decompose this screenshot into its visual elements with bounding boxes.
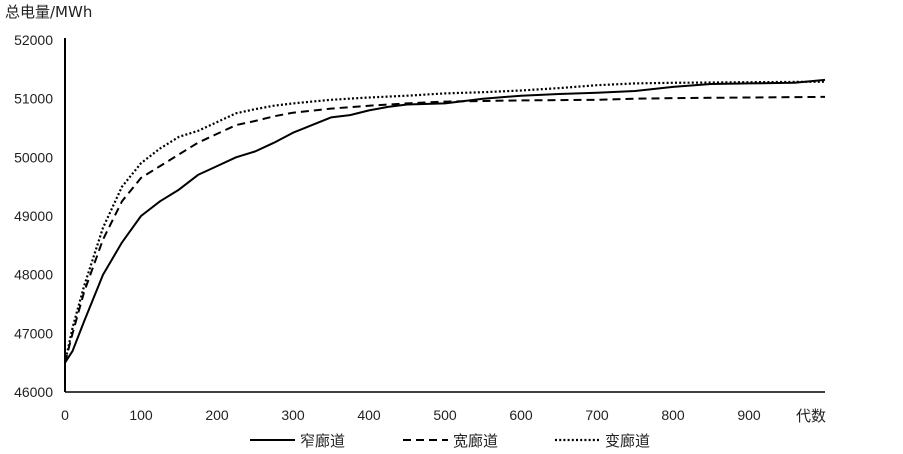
series-line-2 [64,95,826,363]
series-layer [63,78,826,364]
y-tick-label: 51000 [14,91,53,107]
x-tick-label: 200 [205,407,229,423]
legend-label-2: 宽廊道 [453,432,498,450]
y-tick-label: 52000 [14,32,53,48]
axes: 46000 47000 48000 49000 50000 51000 52000 0 100 2… [14,32,825,423]
series-line-1 [64,78,826,364]
y-tick-label: 50000 [14,149,53,165]
x-tick-label: 300 [281,407,305,423]
x-tick-label: 700 [585,407,609,423]
x-axis-label: 代数 [796,407,826,425]
x-tick-label: 500 [433,407,457,423]
x-tick-label: 600 [509,407,533,423]
y-tick-label: 47000 [14,325,53,341]
series-line-3 [63,80,826,363]
x-tick-label: 800 [661,407,685,423]
x-tick-label: 0 [61,407,69,423]
y-axis-label: 总电量/MWh [5,3,92,21]
legend-label-3: 变廊道 [605,432,650,450]
y-tick-label: 46000 [14,384,53,400]
x-tick-label: 100 [129,407,153,423]
legend: 窄廊道 宽廊道 变廊道 [250,432,650,450]
legend-label-1: 窄廊道 [300,432,345,450]
y-tick-label: 49000 [14,208,53,224]
y-tick-label: 48000 [14,267,53,283]
x-tick-label: 400 [357,407,381,423]
x-tick-label: 900 [737,407,761,423]
